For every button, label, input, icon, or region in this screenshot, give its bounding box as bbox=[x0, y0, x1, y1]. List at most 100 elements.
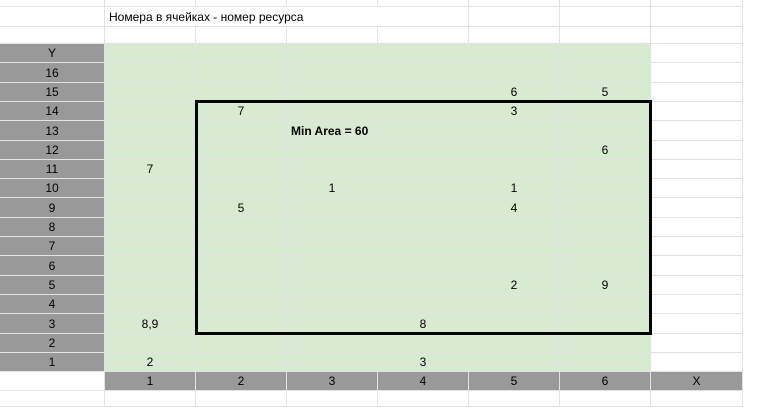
data-cell[interactable] bbox=[560, 218, 651, 237]
x-axis-header[interactable]: X bbox=[651, 372, 743, 391]
y-label[interactable]: 8 bbox=[0, 218, 105, 237]
x-label[interactable]: 4 bbox=[378, 372, 469, 391]
sheet-cell[interactable] bbox=[651, 102, 743, 121]
y-label[interactable]: 14 bbox=[0, 102, 105, 121]
sheet-cell[interactable] bbox=[469, 391, 560, 407]
data-cell[interactable] bbox=[560, 295, 651, 314]
sheet-cell[interactable] bbox=[560, 0, 651, 7]
data-cell[interactable] bbox=[287, 160, 378, 179]
data-cell[interactable] bbox=[287, 237, 378, 256]
sheet-cell[interactable] bbox=[651, 353, 743, 372]
data-cell[interactable] bbox=[560, 314, 651, 334]
data-cell[interactable] bbox=[105, 276, 196, 295]
data-cell[interactable] bbox=[560, 198, 651, 218]
sheet-cell[interactable] bbox=[287, 27, 378, 44]
data-cell[interactable] bbox=[196, 44, 287, 63]
data-cell[interactable] bbox=[469, 256, 560, 276]
data-cell[interactable] bbox=[469, 44, 560, 63]
y-label[interactable]: 5 bbox=[0, 276, 105, 295]
data-cell[interactable] bbox=[196, 121, 287, 141]
sheet-cell[interactable] bbox=[378, 391, 469, 407]
y-label[interactable]: 6 bbox=[0, 256, 105, 276]
data-cell[interactable] bbox=[287, 256, 378, 276]
data-cell[interactable] bbox=[378, 295, 469, 314]
y-label[interactable]: 4 bbox=[0, 295, 105, 314]
data-cell[interactable]: 3 bbox=[378, 353, 469, 372]
sheet-cell[interactable] bbox=[651, 391, 743, 407]
data-cell[interactable] bbox=[469, 237, 560, 256]
sheet-cell[interactable] bbox=[651, 27, 743, 44]
sheet-cell[interactable] bbox=[651, 179, 743, 198]
data-cell[interactable] bbox=[378, 256, 469, 276]
data-cell[interactable] bbox=[378, 63, 469, 83]
sheet-title[interactable]: Номера в ячейках - номер ресурса bbox=[105, 7, 469, 27]
sheet-cell[interactable] bbox=[651, 63, 743, 83]
sheet-cell[interactable] bbox=[105, 391, 196, 407]
y-label[interactable]: 15 bbox=[0, 83, 105, 102]
y-label[interactable]: 9 bbox=[0, 198, 105, 218]
data-cell[interactable]: 2 bbox=[469, 276, 560, 295]
data-cell[interactable] bbox=[378, 121, 469, 141]
data-cell[interactable]: 2 bbox=[105, 353, 196, 372]
data-cell[interactable] bbox=[287, 102, 378, 121]
data-cell[interactable] bbox=[196, 295, 287, 314]
sheet-cell[interactable] bbox=[651, 0, 743, 7]
data-cell[interactable] bbox=[378, 83, 469, 102]
data-cell[interactable] bbox=[469, 141, 560, 160]
data-cell[interactable]: 8,9 bbox=[105, 314, 196, 334]
data-cell[interactable] bbox=[287, 218, 378, 237]
sheet-cell[interactable] bbox=[651, 256, 743, 276]
data-cell[interactable] bbox=[105, 83, 196, 102]
data-cell[interactable] bbox=[469, 160, 560, 179]
data-cell[interactable] bbox=[287, 141, 378, 160]
sheet-cell[interactable] bbox=[196, 391, 287, 407]
data-cell[interactable] bbox=[469, 63, 560, 83]
data-cell[interactable] bbox=[196, 314, 287, 334]
y-label[interactable]: 1 bbox=[0, 353, 105, 372]
data-cell[interactable] bbox=[105, 102, 196, 121]
data-cell[interactable] bbox=[378, 198, 469, 218]
data-cell[interactable] bbox=[560, 237, 651, 256]
data-cell[interactable] bbox=[560, 121, 651, 141]
data-cell[interactable]: 7 bbox=[196, 102, 287, 121]
sheet-cell[interactable] bbox=[651, 218, 743, 237]
data-cell[interactable] bbox=[287, 121, 378, 141]
data-cell[interactable] bbox=[378, 218, 469, 237]
sheet-cell[interactable] bbox=[196, 27, 287, 44]
x-label[interactable]: 5 bbox=[469, 372, 560, 391]
data-cell[interactable] bbox=[105, 334, 196, 353]
sheet-cell[interactable] bbox=[0, 372, 105, 391]
data-cell[interactable] bbox=[469, 314, 560, 334]
y-label[interactable]: 16 bbox=[0, 63, 105, 83]
data-cell[interactable] bbox=[560, 160, 651, 179]
sheet-cell[interactable] bbox=[469, 7, 560, 27]
data-cell[interactable]: 7 bbox=[105, 160, 196, 179]
sheet-cell[interactable] bbox=[287, 391, 378, 407]
sheet-cell[interactable] bbox=[378, 0, 469, 7]
sheet-cell[interactable] bbox=[651, 314, 743, 334]
data-cell[interactable] bbox=[105, 179, 196, 198]
data-cell[interactable]: 6 bbox=[469, 83, 560, 102]
sheet-cell[interactable] bbox=[651, 276, 743, 295]
data-cell[interactable] bbox=[105, 218, 196, 237]
data-cell[interactable]: 5 bbox=[196, 198, 287, 218]
y-label[interactable]: 7 bbox=[0, 237, 105, 256]
y-label[interactable]: 12 bbox=[0, 141, 105, 160]
data-cell[interactable] bbox=[196, 141, 287, 160]
data-cell[interactable] bbox=[560, 334, 651, 353]
sheet-cell[interactable] bbox=[196, 0, 287, 7]
data-cell[interactable] bbox=[378, 102, 469, 121]
sheet-cell[interactable] bbox=[560, 27, 651, 44]
sheet-cell[interactable] bbox=[651, 160, 743, 179]
data-cell[interactable] bbox=[378, 179, 469, 198]
data-cell[interactable] bbox=[196, 218, 287, 237]
sheet-cell[interactable] bbox=[651, 141, 743, 160]
data-cell[interactable] bbox=[196, 83, 287, 102]
data-cell[interactable]: 3 bbox=[469, 102, 560, 121]
data-cell[interactable] bbox=[287, 83, 378, 102]
data-cell[interactable] bbox=[196, 179, 287, 198]
data-cell[interactable] bbox=[105, 256, 196, 276]
data-cell[interactable] bbox=[196, 63, 287, 83]
sheet-cell[interactable] bbox=[560, 391, 651, 407]
sheet-cell[interactable] bbox=[651, 7, 743, 27]
